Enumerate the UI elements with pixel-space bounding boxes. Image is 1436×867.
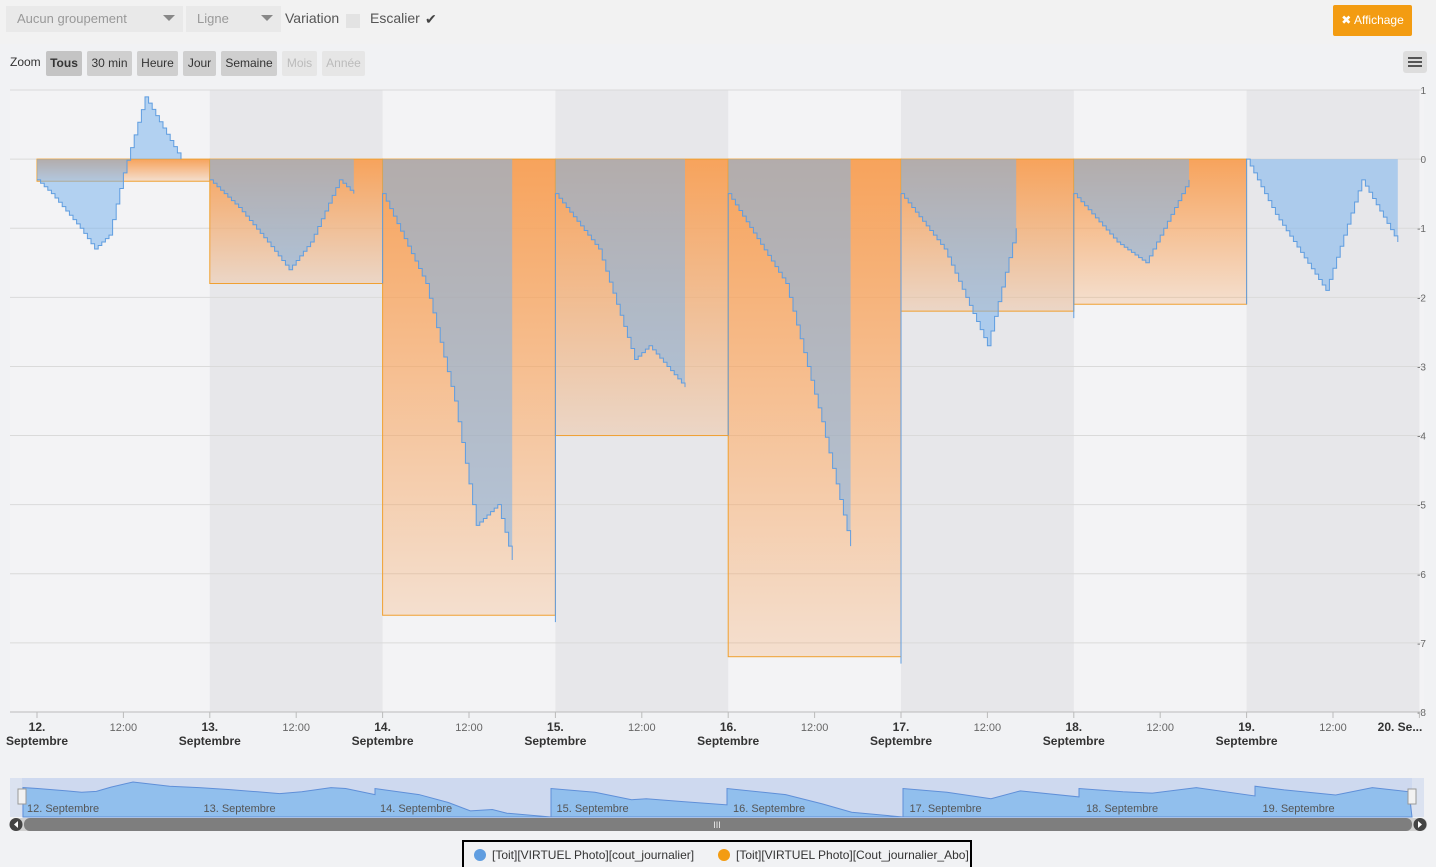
zoom-day-button[interactable]: Jour [183, 51, 216, 76]
blue-area [555, 159, 685, 623]
blue-area [728, 159, 851, 547]
grouping-select[interactable]: Aucun groupement [6, 6, 183, 32]
y-tick-label: -7 [1417, 639, 1426, 650]
navigator-label: 18. Septembre [1086, 803, 1158, 815]
navigator-label: 19. Septembre [1263, 803, 1335, 815]
affichage-button[interactable]: ✖ Affichage [1333, 5, 1412, 36]
y-tick-label: -5 [1417, 501, 1426, 512]
escalier-label: Escalier [370, 10, 420, 26]
navigator-label: 15. Septembre [557, 803, 629, 815]
legend-label: [Toit][VIRTUEL Photo][Cout_journalier_Ab… [736, 848, 969, 862]
x-tick-sublabel: Septembre [179, 734, 241, 748]
zoom-all-button[interactable]: Tous [46, 51, 82, 76]
x-tick-label: 12:00 [974, 722, 1002, 734]
chart-type-value: Ligne [197, 11, 229, 26]
x-tick-sublabel: Septembre [1216, 734, 1278, 748]
y-tick-label: -2 [1417, 293, 1426, 304]
scrollbar-thumb [24, 818, 1412, 831]
x-tick-label: 12:00 [628, 722, 656, 734]
zoom-year-button[interactable]: Année [322, 51, 365, 76]
y-tick-label: 0 [1420, 155, 1426, 166]
legend-label: [Toit][VIRTUEL Photo][cout_journalier] [492, 848, 695, 862]
blue-area [1246, 159, 1398, 305]
x-tick-sublabel: Septembre [1043, 734, 1105, 748]
chevron-left-icon [14, 821, 18, 828]
blue-line [209, 179, 355, 271]
blue-area [901, 159, 1017, 664]
zoom-hour-button[interactable]: Heure [137, 51, 178, 76]
zoom-week-button[interactable]: Semaine [221, 51, 277, 76]
x-tick-label: 18. [1065, 720, 1082, 734]
x-tick-label: 14. [374, 720, 391, 734]
x-tick-label: 13. [201, 720, 218, 734]
x-tick-label: 12:00 [110, 722, 138, 734]
navigator-series [22, 781, 1413, 818]
x-tick-label: 12:00 [455, 722, 483, 734]
hamburger-icon-line [1408, 61, 1422, 63]
blue-line [1073, 179, 1190, 319]
grouping-value: Aucun groupement [17, 11, 127, 26]
x-tick-label: 20. Se... [1378, 720, 1423, 734]
x-tick-sublabel: Septembre [352, 734, 414, 748]
legend-item-cout-journalier[interactable]: [Toit][VIRTUEL Photo][cout_journalier] [474, 848, 694, 862]
legend-item-cout-journalier-abo[interactable]: [Toit][VIRTUEL Photo][Cout_journalier_Ab… [718, 848, 969, 862]
navigator-handle-right [1407, 788, 1417, 805]
chevron-right-icon [1418, 821, 1422, 828]
navigator-label: 17. Septembre [910, 803, 982, 815]
x-tick-label: 12. [29, 720, 46, 734]
x-tick-label: 12:00 [282, 722, 310, 734]
x-tick-label: 15. [547, 720, 564, 734]
blue-line [727, 193, 852, 547]
blue-area [37, 96, 181, 249]
blue-line [37, 96, 182, 250]
y-tick-label: 1 [1420, 86, 1426, 97]
x-tick-label: 12:00 [1319, 722, 1347, 734]
blue-area [209, 159, 354, 270]
y-tick-label: -1 [1417, 224, 1426, 235]
legend: [Toit][VIRTUEL Photo][cout_journalier] [… [462, 840, 972, 867]
navigator-handle-left [17, 788, 27, 805]
hamburger-icon-line [1408, 65, 1422, 67]
navigator-label: 13. Septembre [204, 803, 276, 815]
blue-line [900, 193, 1017, 664]
x-tick-label: 16. [720, 720, 737, 734]
chart-type-select[interactable]: Ligne [186, 6, 281, 32]
legend-marker [474, 849, 486, 861]
series-cout-journalier [37, 96, 1399, 664]
x-tick-sublabel: Septembre [870, 734, 932, 748]
x-tick-sublabel: Septembre [524, 734, 586, 748]
chevron-down-icon [163, 15, 175, 21]
x-tick-label: 12:00 [801, 722, 829, 734]
navigator-label: 16. Septembre [733, 803, 805, 815]
blue-line [382, 193, 513, 560]
toolbar: Aucun groupement Ligne Variation Escalie… [0, 0, 1436, 44]
x-tick-label: 17. [893, 720, 910, 734]
x-tick-sublabel: Septembre [6, 734, 68, 748]
scrollbar-grip: III [713, 820, 721, 830]
zoom-30min-button[interactable]: 30 min [87, 51, 132, 76]
zoom-label: Zoom [10, 55, 41, 69]
hamburger-icon [1408, 57, 1422, 59]
y-tick-label: -8 [1417, 708, 1426, 719]
chart-menu-button[interactable] [1403, 51, 1427, 73]
escalier-checkbox[interactable]: ✔ [425, 11, 437, 27]
navigator-label: 12. Septembre [27, 803, 99, 815]
legend-marker [718, 849, 730, 861]
blue-line [554, 193, 686, 623]
variation-checkbox[interactable] [346, 14, 360, 28]
x-tick-label: 12:00 [1146, 722, 1174, 734]
x-tick-label: 19. [1238, 720, 1255, 734]
chevron-down-icon [261, 15, 273, 21]
blue-area [1073, 159, 1189, 319]
y-tick-label: -6 [1417, 570, 1426, 581]
zoom-month-button[interactable]: Mois [282, 51, 317, 76]
navigator-label: 14. Septembre [380, 803, 452, 815]
y-tick-label: -4 [1417, 432, 1426, 443]
y-tick-label: -3 [1417, 362, 1426, 373]
variation-label: Variation [285, 10, 340, 26]
x-tick-sublabel: Septembre [697, 734, 759, 748]
blue-line [1246, 158, 1399, 305]
